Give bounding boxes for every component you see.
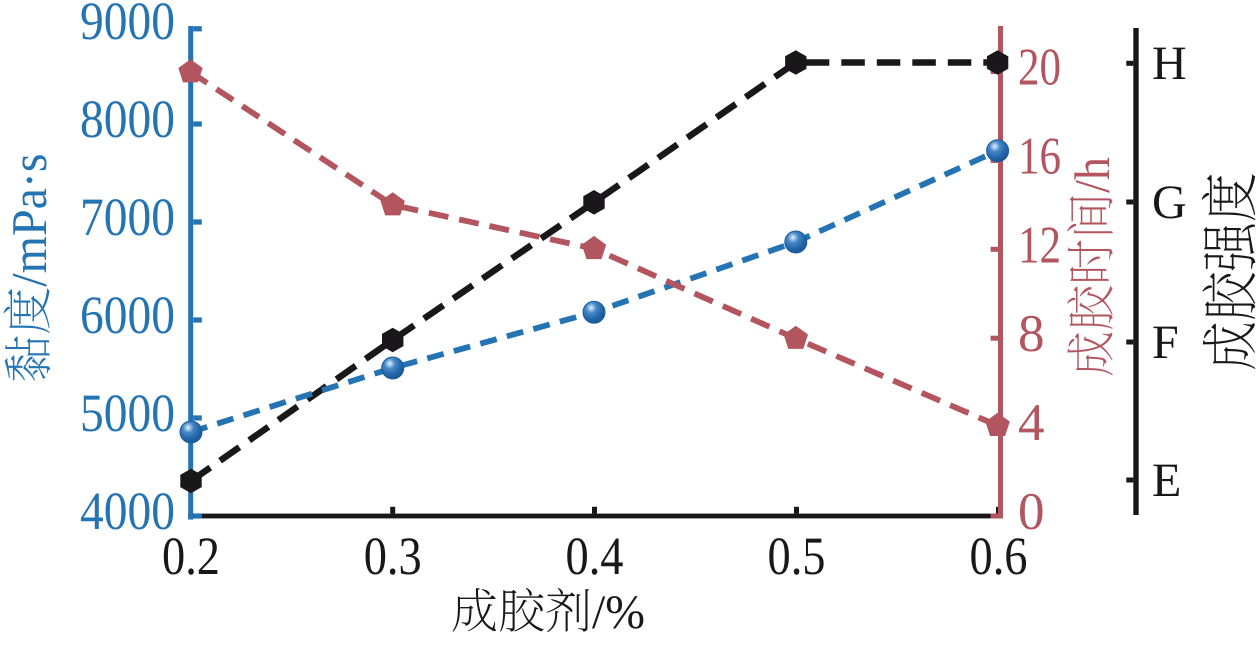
svg-text:4: 4 (1018, 394, 1045, 452)
svg-text:7000: 7000 (80, 187, 175, 247)
svg-text:0.4: 0.4 (566, 526, 624, 586)
svg-text:H: H (1152, 37, 1187, 90)
svg-text:0.2: 0.2 (162, 526, 220, 586)
svg-text:/h: /h (1064, 157, 1120, 193)
svg-text:16: 16 (1018, 127, 1061, 185)
svg-text:12: 12 (1018, 216, 1061, 274)
svg-text:0.5: 0.5 (768, 526, 826, 586)
svg-text:0.6: 0.6 (970, 526, 1028, 586)
svg-text:4000: 4000 (80, 481, 175, 541)
svg-text:0.3: 0.3 (364, 526, 422, 586)
svg-text:0: 0 (1018, 483, 1045, 541)
svg-text:E: E (1152, 454, 1181, 507)
svg-text:G: G (1152, 176, 1187, 229)
svg-text:6000: 6000 (80, 285, 175, 345)
svg-text:20: 20 (1018, 39, 1061, 97)
svg-text:/mPa·s: /mPa·s (1, 153, 57, 286)
svg-text:5000: 5000 (80, 383, 175, 443)
svg-text:8000: 8000 (80, 89, 175, 149)
svg-text:F: F (1152, 316, 1179, 369)
svg-text:9000: 9000 (80, 0, 175, 51)
svg-text:/%: /% (592, 586, 645, 639)
svg-text:8: 8 (1018, 305, 1045, 363)
